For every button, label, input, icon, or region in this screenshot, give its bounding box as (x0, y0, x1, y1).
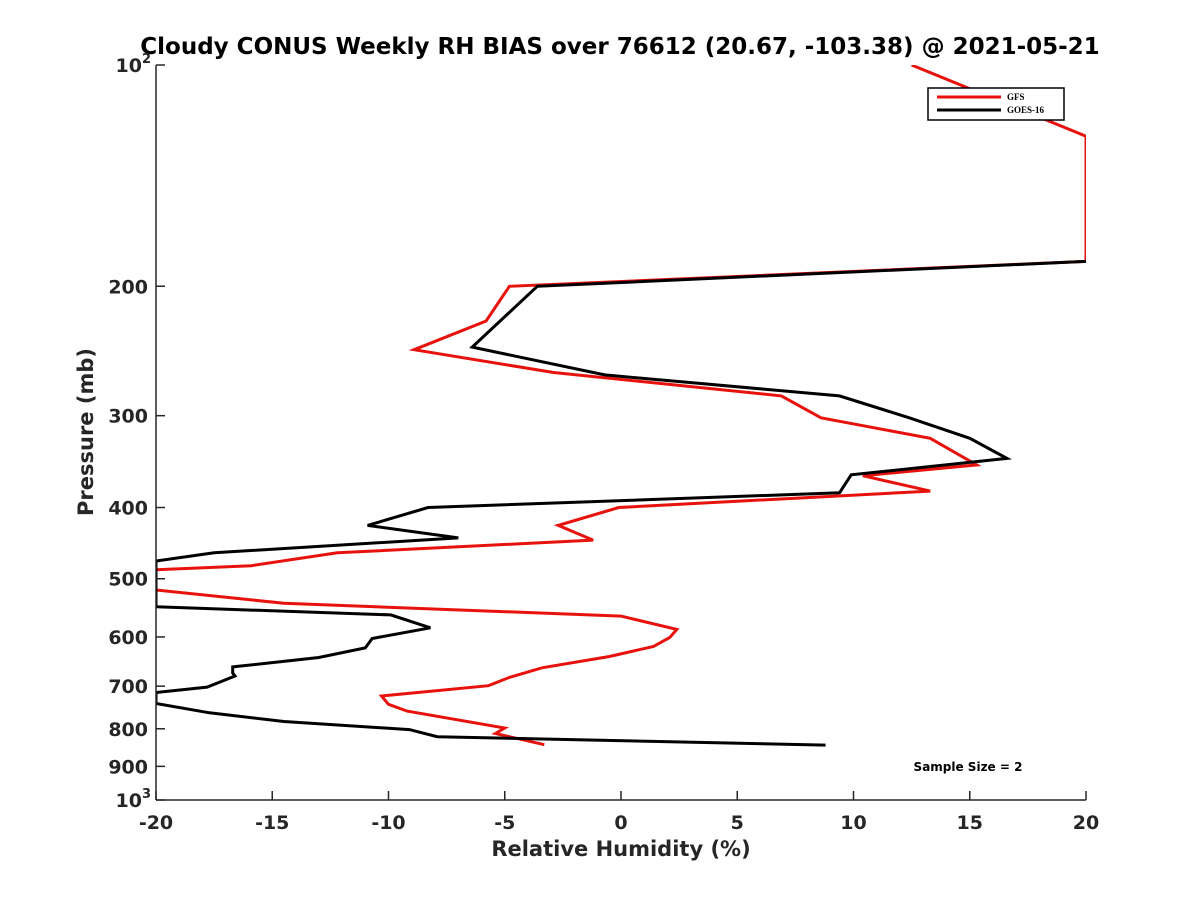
sample-size-annotation: Sample Size = 2 (914, 760, 1023, 774)
x-tick-label: 15 (957, 812, 983, 834)
y-tick-exponent: 2 (142, 52, 151, 67)
x-tick-label: 20 (1073, 812, 1099, 834)
chart-title: Cloudy CONUS Weekly RH BIAS over 76612 (… (140, 34, 1099, 60)
legend-label: GFS (1007, 92, 1025, 102)
y-tick-label: 600 (108, 627, 148, 649)
y-tick-label: 300 (108, 406, 148, 428)
x-tick-label: -5 (494, 812, 515, 834)
y-tick-label: 200 (108, 276, 148, 298)
series-layer (156, 65, 1086, 747)
y-tick-label: 500 (108, 569, 148, 591)
x-tick-label: -20 (139, 812, 173, 834)
y-tick-label: 400 (108, 498, 148, 520)
x-axis-label: Relative Humidity (%) (491, 837, 750, 861)
x-tick-label: 0 (614, 812, 627, 834)
y-tick-label: 700 (108, 676, 148, 698)
axes-background (156, 65, 1086, 800)
y-axis-label: Pressure (mb) (74, 348, 98, 516)
x-tick-label: 5 (731, 812, 744, 834)
y-tick-label: 800 (108, 719, 148, 741)
y-tick-label: 10 (116, 55, 142, 77)
y-tick-label: 10 (116, 790, 142, 812)
y-tick-label: 900 (108, 756, 148, 778)
series-line-goes-16 (156, 259, 1086, 747)
x-tick-label: 10 (840, 812, 866, 834)
legend-box (927, 87, 1065, 121)
x-tick-label: -10 (371, 812, 405, 834)
y-tick-exponent: 3 (142, 787, 151, 802)
legend: GFS GOES-16 (927, 87, 1065, 121)
series-line-gfs (156, 65, 1086, 747)
x-tick-label: -15 (255, 812, 289, 834)
legend-label: GOES-16 (1007, 105, 1045, 115)
